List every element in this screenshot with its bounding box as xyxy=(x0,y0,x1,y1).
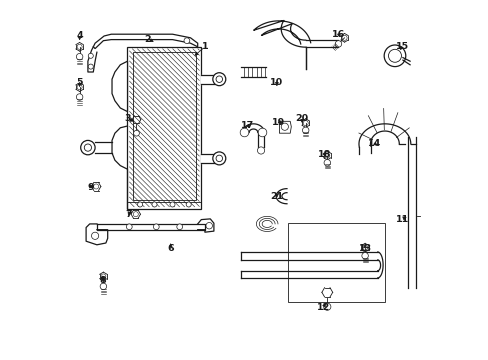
Text: 11: 11 xyxy=(395,215,408,224)
Circle shape xyxy=(257,147,264,154)
Circle shape xyxy=(302,127,308,134)
Circle shape xyxy=(81,140,95,155)
Polygon shape xyxy=(279,121,291,133)
Polygon shape xyxy=(201,154,213,163)
Circle shape xyxy=(186,202,191,207)
Text: 21: 21 xyxy=(270,192,283,201)
Circle shape xyxy=(137,202,142,207)
Circle shape xyxy=(212,73,225,86)
Circle shape xyxy=(91,232,99,239)
Circle shape xyxy=(153,224,159,230)
Circle shape xyxy=(258,128,266,137)
Circle shape xyxy=(100,283,106,289)
Text: 13: 13 xyxy=(358,244,371,253)
Text: 9: 9 xyxy=(87,183,94,192)
Text: 8: 8 xyxy=(99,276,105,285)
Circle shape xyxy=(183,38,189,44)
Bar xyxy=(133,52,196,200)
Circle shape xyxy=(133,130,139,136)
Polygon shape xyxy=(276,189,286,204)
Polygon shape xyxy=(93,34,197,49)
Polygon shape xyxy=(112,61,127,112)
Polygon shape xyxy=(253,21,310,47)
Text: 10: 10 xyxy=(270,78,283,87)
Circle shape xyxy=(88,64,93,69)
Circle shape xyxy=(76,94,82,100)
Circle shape xyxy=(76,53,82,60)
Text: 16: 16 xyxy=(331,30,345,39)
Text: 1: 1 xyxy=(201,42,208,51)
Polygon shape xyxy=(241,271,377,278)
Polygon shape xyxy=(242,124,264,132)
Text: 19: 19 xyxy=(271,118,285,127)
Bar xyxy=(287,223,384,302)
Circle shape xyxy=(384,45,405,67)
Polygon shape xyxy=(201,75,213,84)
Text: 12: 12 xyxy=(316,303,330,312)
Text: 18: 18 xyxy=(317,150,330,159)
Polygon shape xyxy=(241,67,265,77)
Polygon shape xyxy=(241,252,377,260)
Polygon shape xyxy=(95,142,112,153)
Circle shape xyxy=(205,222,212,229)
Text: 7: 7 xyxy=(125,210,132,219)
Circle shape xyxy=(323,303,330,310)
Text: 3: 3 xyxy=(124,114,130,123)
Polygon shape xyxy=(358,124,410,147)
Text: 4: 4 xyxy=(76,31,83,40)
Circle shape xyxy=(88,53,93,58)
Text: 5: 5 xyxy=(76,78,82,87)
Bar xyxy=(127,47,201,209)
Text: 17: 17 xyxy=(240,122,253,130)
Circle shape xyxy=(152,202,157,207)
Circle shape xyxy=(212,152,225,165)
Polygon shape xyxy=(86,224,107,245)
Text: 2: 2 xyxy=(143,35,150,44)
Circle shape xyxy=(170,202,175,207)
Text: 20: 20 xyxy=(295,114,308,123)
Circle shape xyxy=(177,224,182,230)
Circle shape xyxy=(361,253,367,259)
Circle shape xyxy=(240,128,248,137)
Text: 14: 14 xyxy=(366,139,380,148)
Polygon shape xyxy=(197,219,213,232)
Circle shape xyxy=(335,41,341,47)
Circle shape xyxy=(126,224,132,230)
Polygon shape xyxy=(407,137,415,288)
Text: 6: 6 xyxy=(167,244,174,253)
Circle shape xyxy=(324,159,330,166)
Polygon shape xyxy=(97,224,204,230)
Text: 15: 15 xyxy=(395,42,408,51)
